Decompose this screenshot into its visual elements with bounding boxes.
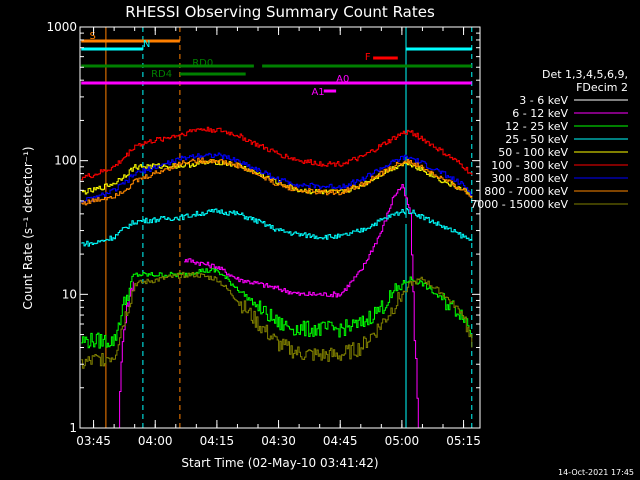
legend-label-0: 3 - 6 keV	[519, 94, 568, 107]
y-tick-label-2: 100	[54, 154, 77, 168]
x-tick-label-4: 04:45	[323, 434, 358, 448]
x-axis-label: Start Time (02-May-10 03:41:42)	[181, 456, 378, 470]
flag-label-a0: A0	[336, 74, 349, 85]
flag-label-rd0: RD0	[192, 58, 213, 69]
x-tick-label-5: 05:00	[385, 434, 420, 448]
legend-header-line1: Det 1,3,4,5,6,9,	[542, 68, 628, 81]
legend-header-line2: FDecim 2	[576, 81, 628, 94]
series-line-4	[81, 159, 473, 197]
flag-label-f: F	[365, 52, 371, 63]
flag-label-n: N	[143, 39, 150, 50]
plot-frame	[79, 26, 481, 429]
series-line-2	[81, 268, 473, 349]
legend-label-6: 300 - 800 keV	[491, 172, 568, 185]
flag-label-rd4: RD4	[151, 69, 172, 80]
legend-label-8: 7000 - 15000 keV	[470, 198, 568, 211]
series-line-0	[184, 209, 410, 413]
legend-label-3: 25 - 50 keV	[505, 133, 568, 146]
series-line-5	[81, 126, 473, 181]
y-tick-label-1: 10	[62, 287, 77, 301]
y-axis-label: Count Rate (s⁻¹ detector⁻¹)	[21, 146, 35, 309]
plot-area: S N RD0 RD4 F A0 A1 03:45 04:00 04:15 04:30 04:45 05…	[46, 20, 480, 448]
y-tick-label-0: 1	[69, 421, 77, 435]
footer-date: 14-Oct-2021 17:45	[558, 468, 634, 477]
legend-label-4: 50 - 100 keV	[498, 146, 568, 159]
legend-label-2: 12 - 25 keV	[505, 120, 568, 133]
series-line-7	[81, 157, 473, 206]
x-tick-label-2: 04:15	[200, 434, 235, 448]
y-tick-label-3: 1000	[46, 20, 77, 34]
series-line-8	[81, 271, 473, 369]
chart-title: RHESSI Observing Summary Count Rates	[125, 3, 435, 21]
x-tick-label-3: 04:30	[261, 434, 296, 448]
x-tick-label-0: 03:45	[76, 434, 111, 448]
series-line-3	[81, 208, 473, 247]
legend-label-5: 100 - 300 keV	[491, 159, 568, 172]
legend-label-1: 6 - 12 keV	[512, 107, 568, 120]
flag-label-a1: A1	[311, 87, 324, 98]
x-tick-label-1: 04:00	[138, 434, 173, 448]
legend-label-7: 800 - 7000 keV	[484, 185, 568, 198]
flag-label-s: S	[89, 31, 95, 42]
x-tick-label-6: 05:15	[446, 434, 481, 448]
series-line-6	[81, 152, 473, 204]
